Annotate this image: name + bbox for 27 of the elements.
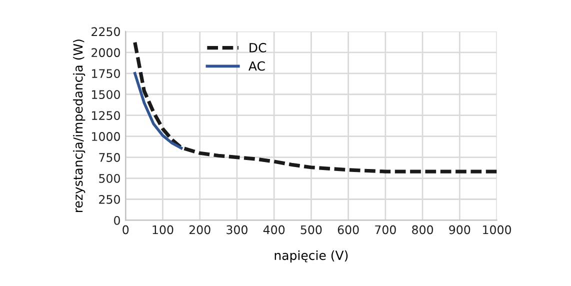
y-tick-label: 1500	[92, 90, 120, 100]
x-tick-label: 0	[122, 225, 129, 234]
x-tick-label: 400	[263, 225, 285, 234]
x-tick-label: 800	[412, 225, 434, 234]
x-tick-label: 900	[449, 225, 470, 234]
y-tick-label: 500	[99, 174, 120, 183]
y-tick-label: 750	[99, 153, 120, 162]
x-tick-label: 500	[300, 225, 322, 234]
line-series	[134, 72, 183, 150]
y-tick-label: 1250	[92, 111, 120, 120]
y-axis-title: rezystancja/impedancja (W)	[73, 40, 86, 212]
y-tick-label: 1750	[92, 69, 120, 78]
y-tick-label: 2000	[92, 48, 120, 58]
x-tick-label: 700	[375, 225, 396, 234]
x-axis-title: napięcie (V)	[274, 250, 348, 262]
line-series	[133, 40, 497, 174]
y-tick-label: 0	[114, 216, 120, 225]
y-tick-label: 1000	[92, 132, 120, 141]
x-tick-label: 200	[189, 225, 210, 234]
x-tick-label: 600	[338, 225, 359, 234]
x-tick-label: 1000	[483, 225, 512, 234]
x-tick-label: 300	[226, 225, 248, 234]
y-tick-label: 250	[99, 194, 120, 204]
x-tick-label: 100	[152, 225, 174, 234]
legend-label: DC	[250, 42, 266, 52]
y-tick-label: 2250	[92, 27, 120, 36]
legend-label: AC	[248, 61, 265, 71]
